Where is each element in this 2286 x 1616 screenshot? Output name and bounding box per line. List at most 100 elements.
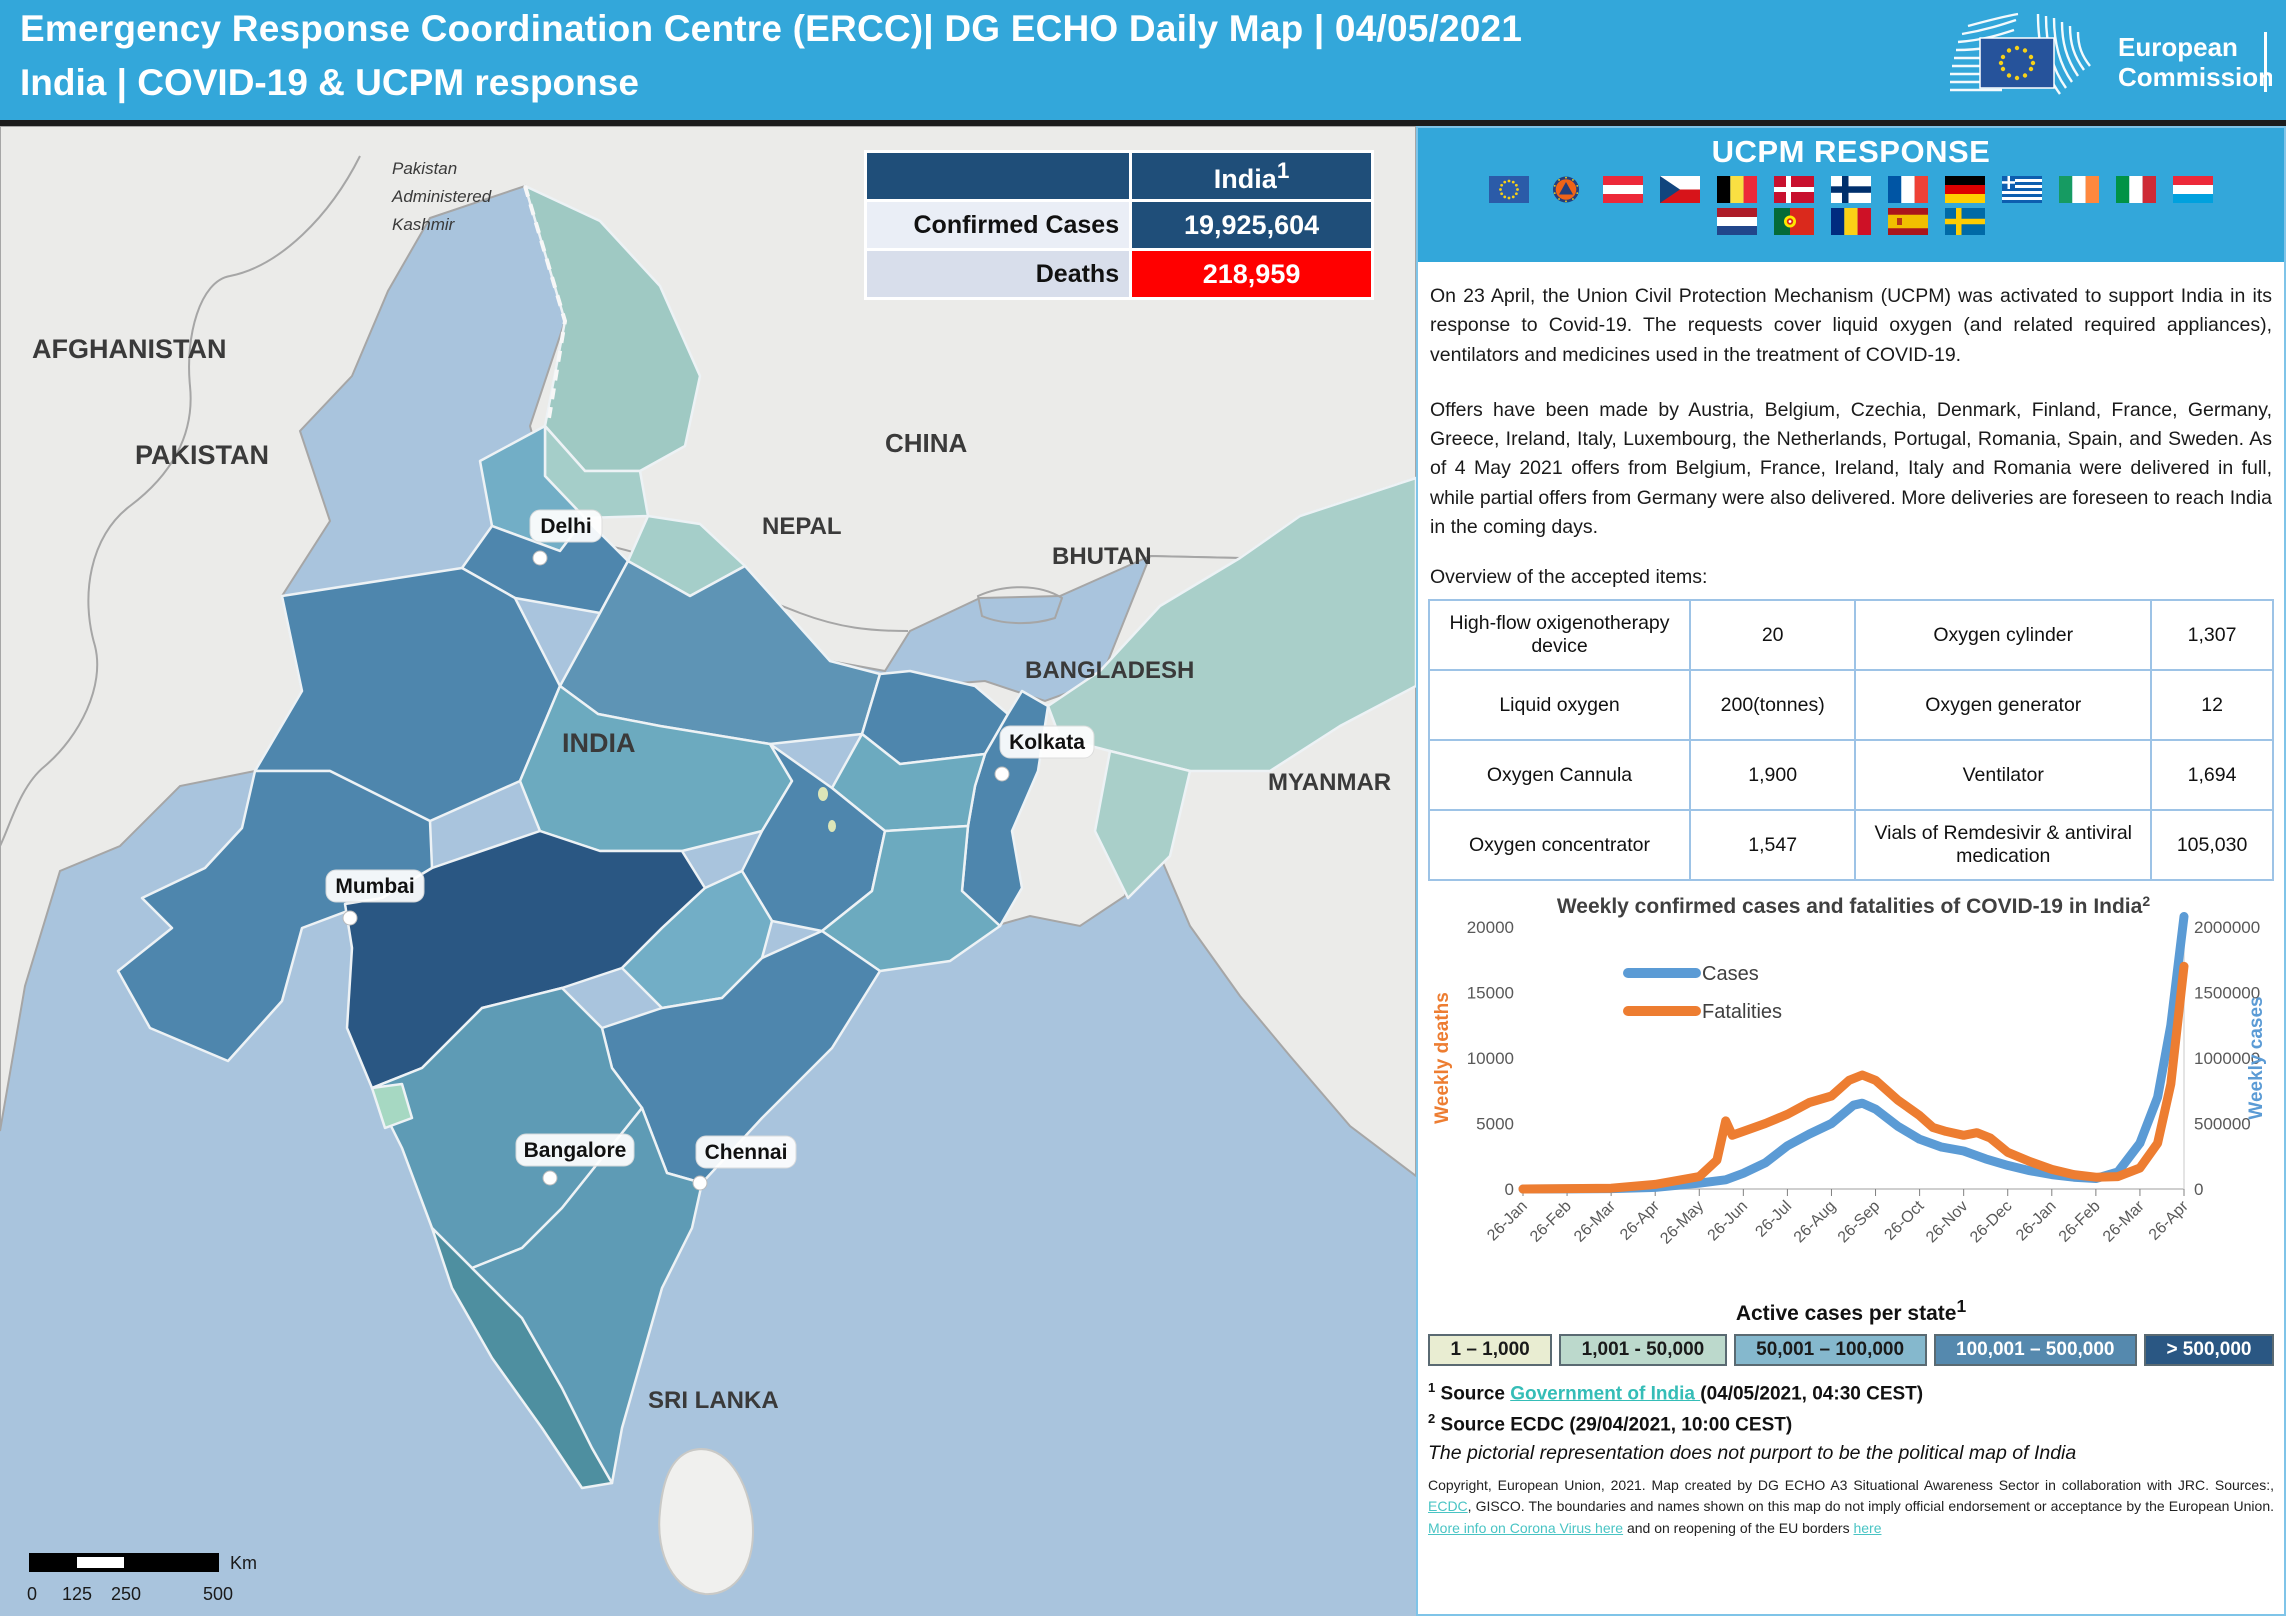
- item-label: Ventilator: [1854, 739, 2153, 811]
- state-northeast-south: [1093, 749, 1192, 900]
- legend-chip: 1 – 1,000: [1428, 1334, 1553, 1366]
- india-states: [116, 184, 1418, 1490]
- y-right-label: Weekly cases: [2246, 996, 2267, 1119]
- y-left-tick: 0: [1505, 1180, 1514, 1199]
- flag-luxembourg: [2173, 176, 2213, 203]
- stats-label: Deaths: [867, 251, 1130, 297]
- legend-chip: 100,001 – 500,000: [1933, 1334, 2137, 1366]
- city-chennai: Chennai: [705, 1141, 788, 1164]
- x-tick-label: 26-Apr: [1617, 1197, 1663, 1243]
- kashmir-dashed-line: [523, 185, 568, 425]
- copyright-link[interactable]: ECDC: [1428, 1498, 1468, 1515]
- state-chhattisgarh: [740, 742, 887, 933]
- eu-flag-stars: [1998, 45, 2036, 81]
- flag-ireland: [2059, 176, 2099, 203]
- x-tick-label: 26-Aug: [1791, 1198, 1840, 1247]
- items-heading: Overview of the accepted items:: [1430, 566, 1708, 588]
- page-subtitle: India | COVID-19 & UCPM response: [20, 62, 639, 103]
- stats-label: Confirmed Cases: [867, 202, 1130, 248]
- copyright-link[interactable]: here: [1853, 1520, 1882, 1537]
- x-tick-label: 26-Nov: [1923, 1198, 1971, 1246]
- page-title: Emergency Response Coordination Centre (…: [20, 8, 1523, 49]
- country-labels: AFGHANISTAN PAKISTAN CHINA NEPAL BHUTAN …: [32, 334, 1391, 1414]
- active-cases-legend: 1 – 1,000 1,001 - 50,000 50,001 – 100,000 1…: [1428, 1334, 2274, 1366]
- x-tick-label: 26-Jan: [1484, 1198, 1531, 1245]
- item-label: Oxygen Cannula: [1427, 739, 1692, 811]
- label-pakistan: PAKISTAN: [135, 440, 269, 470]
- x-tick-label: 26-Dec: [1967, 1198, 2015, 1246]
- legend-cases: Cases: [1702, 963, 1759, 985]
- y-right-tick: 1000000: [2194, 1049, 2260, 1068]
- y-right-tick: 2000000: [2194, 918, 2260, 937]
- state-tamil-nadu: [470, 1106, 704, 1485]
- items-row: Oxygen concentrator 1,547 Vials of Remdesi…: [1427, 809, 2274, 881]
- flag-france: [1888, 176, 1928, 203]
- legend-chip: 1,001 - 50,000: [1559, 1334, 1727, 1366]
- label-china: CHINA: [885, 428, 968, 458]
- flags-row-2: [1418, 208, 2284, 235]
- india-choropleth-map: AFGHANISTAN PAKISTAN CHINA NEPAL BHUTAN …: [0, 125, 1418, 1616]
- india-stats-table: India1 Confirmed Cases 19,925,604 Deaths…: [864, 150, 1374, 300]
- legend-chip: > 500,000: [2143, 1334, 2274, 1366]
- flag-eu: [1489, 176, 1529, 203]
- item-value: 1,547: [1689, 809, 1857, 881]
- item-value: 105,030: [2150, 809, 2274, 881]
- sources-block: 1 Source Government of India (04/05/2021…: [1428, 1378, 2274, 1440]
- state-gujarat: [116, 769, 434, 1063]
- flag-ucpm: [1553, 176, 1579, 203]
- x-tick-label: 26-Feb: [2056, 1198, 2104, 1246]
- european-commission-logo: European Commission: [1950, 12, 2272, 95]
- item-label: High-flow oxigenotherapy device: [1427, 599, 1692, 671]
- item-value: 12: [2150, 669, 2274, 741]
- items-row: High-flow oxigenotherapy device 20 Oxygen …: [1427, 599, 2274, 671]
- y-right-tick: 0: [2194, 1180, 2203, 1199]
- label-india: INDIA: [562, 728, 636, 758]
- stats-value: 218,959: [1132, 251, 1371, 297]
- label-nepal: NEPAL: [762, 513, 842, 540]
- active-cases-title: Active cases per state1: [1735, 1296, 1967, 1325]
- copyright-link[interactable]: More info on Corona Virus here: [1428, 1520, 1624, 1537]
- svg-text:0: 0: [27, 1584, 37, 1604]
- x-tick-label: 26-Mar: [1571, 1197, 1619, 1245]
- stats-row: Confirmed Cases 19,925,604: [867, 202, 1371, 248]
- islet-2: [828, 820, 836, 832]
- flag-spain: [1888, 208, 1928, 235]
- islet-1: [818, 787, 828, 801]
- header-bar: Emergency Response Coordination Centre (…: [0, 0, 2286, 126]
- series-fatalities: [1518, 961, 2189, 1194]
- label-myanmar: MYANMAR: [1268, 769, 1391, 796]
- logo-text-commission: Commission: [2118, 62, 2272, 92]
- item-label: Oxygen cylinder: [1854, 599, 2153, 671]
- y-right-tick: 500000: [2194, 1115, 2251, 1134]
- flag-sweden: [1945, 208, 1985, 235]
- svg-text:125: 125: [62, 1584, 92, 1604]
- flag-belgium: [1717, 176, 1757, 203]
- y-left-label: Weekly deaths: [1432, 992, 1453, 1124]
- y-left-tick: 20000: [1467, 918, 1514, 937]
- copyright-segment: and on reopening of the EU borders: [1623, 1520, 1854, 1537]
- covid-chart-svg: Weekly confirmed cases and fatalities of…: [1432, 893, 2267, 1248]
- x-tick-label: 26-Apr: [2146, 1197, 2192, 1243]
- ucpm-title: UCPM RESPONSE: [1711, 134, 1991, 169]
- item-value: 1,694: [2150, 739, 2274, 811]
- x-tick-label: 26-May: [1657, 1198, 1707, 1248]
- item-value: 20: [1689, 599, 1857, 671]
- stats-header-india: India1: [1132, 153, 1371, 199]
- item-value: 200(tonnes): [1689, 669, 1857, 741]
- sri-lanka: [658, 1448, 754, 1596]
- source-1: 1 Source Government of India (04/05/2021…: [1428, 1380, 1924, 1405]
- ucpm-paragraph-1: On 23 April, the Union Civil Protection …: [1430, 285, 2272, 366]
- flags-row-1: [1418, 176, 2284, 203]
- y-left-tick: 5000: [1476, 1115, 1514, 1134]
- government-of-india-link[interactable]: Government of India: [1510, 1383, 1701, 1405]
- flag-austria: [1603, 176, 1643, 203]
- label-sri-lanka: SRI LANKA: [648, 1387, 779, 1414]
- stats-value: 19,925,604: [1132, 202, 1371, 248]
- item-label: Oxygen generator: [1854, 669, 2153, 741]
- city-kolkata: Kolkata: [1009, 731, 1085, 754]
- map-svg: AFGHANISTAN PAKISTAN CHINA NEPAL BHUTAN …: [0, 125, 1418, 1616]
- scale-unit: Km: [230, 1553, 257, 1573]
- x-tick-label: 26-Jun: [1705, 1198, 1752, 1245]
- ucpm-response-panel: UCPM RESPONSE On 23 April, the Union Civ…: [1416, 126, 2286, 1616]
